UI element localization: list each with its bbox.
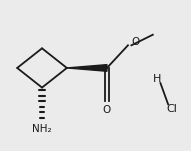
Text: H: H — [152, 74, 161, 84]
Polygon shape — [67, 65, 107, 71]
Text: O: O — [103, 105, 111, 115]
Text: NH₂: NH₂ — [32, 124, 52, 134]
Text: Cl: Cl — [167, 104, 177, 114]
Text: O: O — [131, 37, 140, 47]
